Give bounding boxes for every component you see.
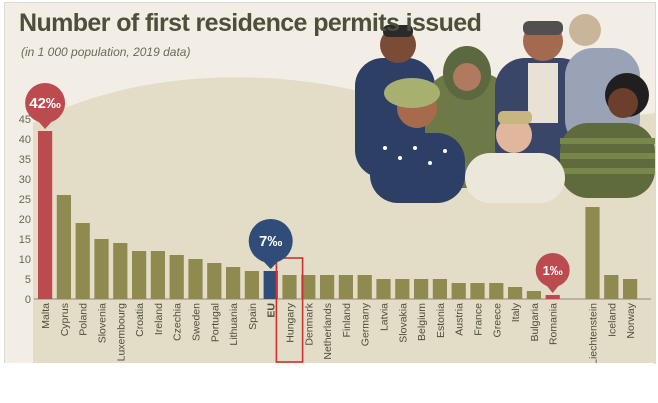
x-label-denmark: Denmark: [303, 302, 315, 345]
chart-subtitle: (in 1 000 population, 2019 data): [21, 45, 191, 59]
x-label-greece: Greece: [491, 303, 503, 338]
y-tick-label: 0: [25, 294, 31, 306]
bar-austria: [451, 283, 466, 299]
bar-hungary: [282, 275, 297, 299]
people-illustration: [355, 14, 655, 203]
bar-slovenia: [94, 239, 109, 299]
y-tick-label: 15: [19, 234, 31, 246]
x-axis-labels: Malta Cyprus Poland Slovenia Luxembourg Croat…: [40, 257, 637, 363]
x-label-ireland: Ireland: [153, 303, 165, 335]
x-label-romania: Romania: [548, 303, 560, 345]
bar-luxembourg: [113, 243, 128, 299]
bar-italy: [508, 287, 523, 299]
x-label-malta: Malta: [40, 303, 52, 329]
callout-malta: 42‰: [25, 83, 66, 129]
infographic-panel: 0 5 10 15 20 25 30 35 40 45 Malta Cyprus Poland Slov…: [4, 2, 656, 364]
bar-sweden: [188, 259, 203, 299]
y-tick-label: 20: [19, 214, 31, 226]
callout-circle: [248, 219, 293, 263]
x-label-croatia: Croatia: [134, 303, 146, 337]
y-tick-label: 35: [19, 154, 31, 166]
bar-poland: [75, 223, 90, 299]
bar-cyprus: [56, 195, 71, 299]
bar-iceland: [604, 275, 619, 299]
x-label-poland: Poland: [78, 303, 90, 336]
x-label-hungary: Hungary: [285, 302, 297, 342]
callout-circle: [535, 253, 570, 287]
bar-chart: 0 5 10 15 20 25 30 35 40 45 Malta Cyprus Poland Slov…: [19, 14, 655, 363]
callout-label: 1‰: [543, 263, 563, 278]
x-label-liechtenstein: Liechtenstein: [588, 303, 600, 363]
x-label-netherlands: Netherlands: [322, 303, 334, 360]
x-label-italy: Italy: [510, 302, 522, 322]
x-label-sweden: Sweden: [191, 303, 203, 341]
blank-strip: [4, 363, 654, 401]
bar-lithuania: [226, 267, 241, 299]
callout-romania: 1‰: [535, 253, 570, 293]
bar-norway: [623, 279, 638, 299]
x-label-slovakia: Slovakia: [397, 303, 409, 343]
callout-circle: [25, 83, 66, 123]
x-label-czechia: Czechia: [172, 303, 184, 341]
bar-latvia: [376, 279, 391, 299]
bar-spain: [244, 271, 259, 299]
x-label-france: France: [473, 303, 485, 336]
bar-greece: [489, 283, 504, 299]
bar-slovakia: [395, 279, 410, 299]
bar-france: [470, 283, 485, 299]
x-label-eu: EU: [266, 303, 278, 318]
x-label-belgium: Belgium: [416, 303, 428, 341]
x-label-spain: Spain: [247, 303, 259, 330]
x-label-iceland: Iceland: [606, 303, 618, 337]
bar-eu: [263, 271, 278, 299]
y-tick-label: 5: [25, 274, 31, 286]
bar-portugal: [207, 263, 222, 299]
x-label-slovenia: Slovenia: [97, 303, 109, 343]
chart-title: Number of first residence permits issued: [19, 9, 482, 37]
bar-malta: [38, 131, 53, 299]
bar-estonia: [432, 279, 447, 299]
x-label-portugal: Portugal: [209, 303, 221, 342]
y-tick-label: 45: [19, 114, 31, 126]
y-tick-label: 30: [19, 174, 31, 186]
x-label-norway: Norway: [625, 302, 637, 338]
highlight-box: [275, 257, 304, 363]
x-label-austria: Austria: [454, 303, 466, 336]
bar-liechtenstein: [585, 207, 600, 299]
y-tick-label: 25: [19, 194, 31, 206]
bar-czechia: [169, 255, 184, 299]
y-tick-label: 10: [19, 254, 31, 266]
bars-group: [38, 131, 638, 299]
bar-denmark: [301, 275, 316, 299]
bar-netherlands: [320, 275, 335, 299]
callout-label: 7‰: [259, 233, 282, 250]
bar-ireland: [150, 251, 165, 299]
bar-romania: [545, 295, 560, 299]
x-label-lithuania: Lithuania: [228, 303, 240, 346]
value-callouts: 42‰ 7‰ 1‰: [25, 83, 570, 293]
bar-croatia: [132, 251, 147, 299]
x-label-germany: Germany: [360, 302, 372, 346]
x-label-latvia: Latvia: [379, 303, 391, 331]
x-label-bulgaria: Bulgaria: [529, 303, 541, 342]
x-label-cyprus: Cyprus: [59, 303, 71, 336]
bar-belgium: [414, 279, 429, 299]
callout-label: 42‰: [29, 95, 61, 112]
bar-finland: [338, 275, 353, 299]
bar-germany: [357, 275, 372, 299]
x-label-estonia: Estonia: [435, 303, 447, 338]
x-label-finland: Finland: [341, 303, 353, 338]
x-label-luxembourg: Luxembourg: [115, 303, 127, 362]
callout-eu: 7‰: [248, 219, 293, 269]
bar-bulgaria: [526, 291, 541, 299]
y-tick-label: 40: [19, 134, 31, 146]
